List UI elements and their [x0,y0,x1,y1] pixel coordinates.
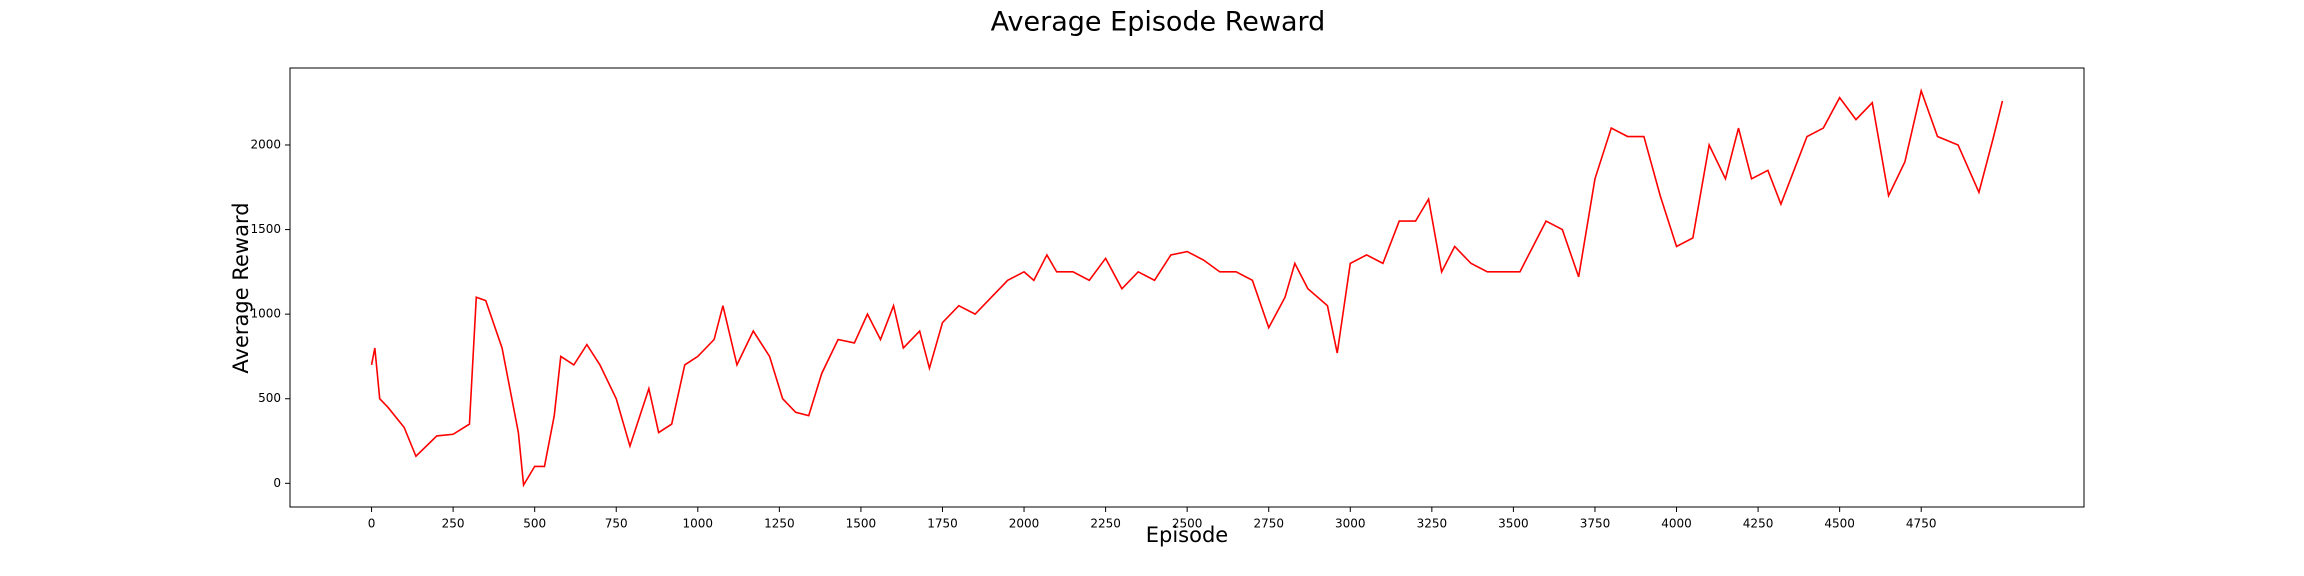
x-tick-label: 1750 [927,517,958,531]
x-tick-label: 4250 [1743,517,1774,531]
x-tick-label: 3000 [1335,517,1366,531]
plot-frame [289,67,2085,508]
x-tick-label: 3750 [1580,517,1611,531]
y-tick-label: 1500 [250,222,281,236]
x-tick-label: 250 [442,517,465,531]
y-tick-label: 2000 [250,137,281,151]
x-tick-label: 4500 [1824,517,1855,531]
x-tick-label: 4750 [1906,517,1937,531]
chart-title: Average Episode Reward [991,7,1326,38]
x-tick-label: 1500 [846,517,877,531]
x-tick-label: 3250 [1417,517,1448,531]
x-tick-label: 2000 [1009,517,1040,531]
x-tick-label: 500 [523,517,546,531]
y-tick-label: 1000 [250,307,281,321]
x-tick-label: 0 [368,517,376,531]
line [370,87,2004,488]
x-tick-label: 1000 [683,517,714,531]
y-tick-label: 0 [273,476,281,490]
x-tick-label: 2750 [1253,517,1284,531]
x-tick-label: 1250 [764,517,795,531]
x-tick-label: 4000 [1661,517,1692,531]
x-tick-label: 3500 [1498,517,1529,531]
x-tick-label: 750 [605,517,628,531]
y-axis-label: Average Reward [229,202,253,373]
x-axis-label: Episode [1146,523,1228,547]
x-tick-label: 2500 [1172,517,1203,531]
x-tick-label: 2250 [1090,517,1121,531]
y-tick-label: 500 [258,391,281,405]
